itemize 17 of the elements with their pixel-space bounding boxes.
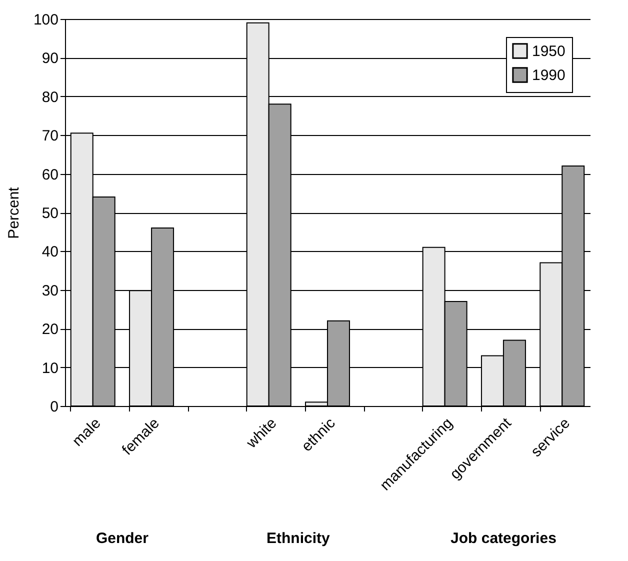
y-tick-label: 60 [42,166,58,184]
y-tick-label: 40 [42,244,58,261]
y-tick-label: 70 [42,128,58,145]
legend-label: 1950 [532,43,566,60]
legend-label: 1990 [532,67,566,84]
y-tick-label: 90 [42,50,58,68]
y-axis-title: Percent [5,186,22,239]
y-tick-label: 0 [50,398,58,416]
y-tick-label: 20 [42,321,58,338]
text: Job categories [450,530,556,547]
text: Gender [96,530,149,547]
text: Ethnicity [266,530,330,547]
y-tick-label: 80 [42,88,58,106]
y-tick-label: 100 [33,12,58,28]
y-tick-label: 50 [42,205,58,222]
y-tick-label: 30 [42,282,58,300]
y-tick-label: 10 [42,360,58,377]
